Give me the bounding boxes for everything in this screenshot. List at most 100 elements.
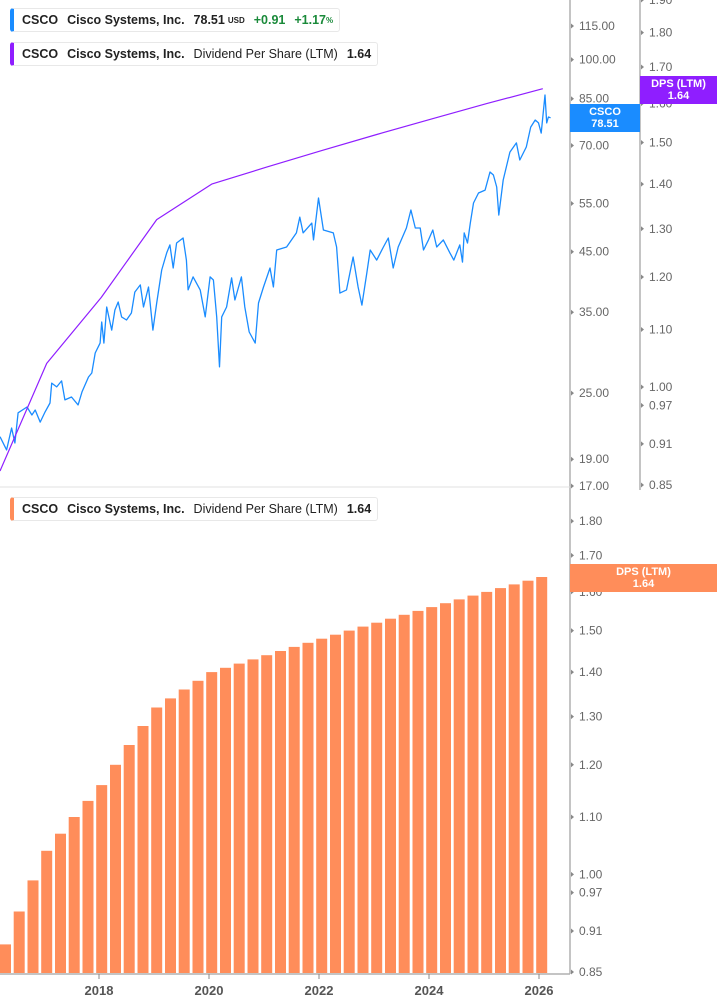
dps-bar — [247, 659, 259, 973]
price-axis-tick-mark — [571, 96, 574, 102]
price-axis-tick-mark — [571, 142, 574, 148]
dps-axis-tick-label: 0.97 — [649, 398, 673, 412]
dps-bar — [0, 944, 11, 973]
price-tag-label: CSCO — [589, 106, 621, 118]
price-tag-value: 78.51 — [591, 118, 619, 130]
dps-axis-tick-label: 1.70 — [649, 60, 673, 74]
dps-bar — [206, 672, 218, 973]
bottom-dps-axis-tick-mark — [571, 762, 574, 768]
legend-value: 1.64 — [346, 47, 372, 61]
dps-bar — [316, 638, 328, 973]
dps-bar — [192, 680, 204, 973]
bottom-dps-axis-tick-label: 1.40 — [579, 665, 603, 679]
price-axis-tick-mark — [571, 249, 574, 255]
legend-pct-sign: % — [326, 15, 334, 25]
dps-tag-value: 1.64 — [667, 90, 690, 102]
dps-axis-tick-label: 1.20 — [649, 270, 673, 284]
dps-axis-tick-mark — [641, 0, 644, 3]
dps-axis-tick-label: 0.91 — [649, 437, 673, 451]
dps-bar — [123, 745, 135, 973]
price-axis-tick-mark — [571, 390, 574, 396]
legend-dps-line[interactable]: CSCO Cisco Systems, Inc. Dividend Per Sh… — [10, 42, 379, 66]
dps-bar — [440, 603, 451, 973]
legend-change: +0.91 — [253, 13, 286, 27]
bottom-dps-axis-tick-mark — [571, 871, 574, 877]
legend-price-value: 78.51 — [193, 13, 225, 27]
price-axis-tick-label: 115.00 — [579, 19, 615, 33]
price-axis-tick-label: 19.00 — [579, 452, 609, 466]
bottom-dps-axis-tick-mark — [571, 518, 574, 524]
price-axis-tick-mark — [571, 23, 574, 29]
legend-ticker: CSCO — [22, 13, 59, 27]
dps-tag-value: 1.64 — [632, 578, 655, 590]
dps-axis-tick-label: 1.00 — [649, 380, 673, 394]
price-axis-tick-label: 45.00 — [579, 245, 609, 259]
dps-axis-tick-mark — [641, 30, 644, 36]
dps-line — [0, 88, 543, 472]
dps-bar — [110, 764, 121, 973]
dps-axis-tick-mark — [641, 181, 644, 187]
dps-bar — [453, 599, 465, 973]
dps-top-last-value-tag: DPS (LTM) 1.64 — [640, 76, 717, 104]
dps-axis-tick-label: 1.30 — [649, 222, 673, 236]
dps-axis-tick-label: 0.85 — [649, 478, 673, 492]
price-axis-tick-label: 35.00 — [579, 305, 609, 319]
dps-bar — [261, 655, 273, 973]
price-line — [0, 94, 551, 451]
legend-company: Cisco Systems, Inc. — [67, 502, 185, 516]
bottom-dps-axis-tick-label: 0.97 — [579, 886, 603, 900]
price-axis-tick-mark — [571, 57, 574, 63]
dps-axis-tick-label: 1.40 — [649, 177, 673, 191]
dps-axis-tick-mark — [641, 140, 644, 146]
dps-bar — [412, 610, 424, 973]
dps-bar — [27, 880, 39, 973]
legend-price[interactable]: CSCO Cisco Systems, Inc. 78.51 USD +0.91… — [10, 8, 341, 32]
bottom-dps-axis-tick-label: 1.80 — [579, 514, 603, 528]
dps-bar — [288, 646, 300, 973]
dps-bar — [41, 850, 53, 973]
dps-bottom-last-value-tag: DPS (LTM) 1.64 — [570, 564, 717, 592]
legend-value: 1.64 — [346, 502, 372, 516]
price-axis-tick-mark — [571, 200, 574, 206]
dps-bar — [398, 614, 410, 973]
legend-metric: Dividend Per Share (LTM) — [193, 47, 338, 61]
dps-bar — [233, 663, 245, 973]
bottom-dps-axis-tick-mark — [571, 969, 574, 975]
dps-bar — [467, 595, 479, 973]
price-axis-tick-mark — [571, 483, 574, 489]
legend-dps-bar[interactable]: CSCO Cisco Systems, Inc. Dividend Per Sh… — [10, 497, 379, 521]
dps-bar — [13, 911, 25, 973]
bottom-dps-axis-tick-mark — [571, 669, 574, 675]
legend-currency: USD — [227, 15, 245, 25]
dps-axis-tick-mark — [641, 482, 644, 488]
dps-bar — [275, 651, 286, 973]
price-axis-tick-mark — [571, 456, 574, 462]
dps-bar — [357, 626, 369, 973]
price-axis-tick-label: 17.00 — [579, 479, 609, 493]
dps-bar — [96, 785, 108, 973]
dps-axis-tick-label: 1.90 — [649, 0, 673, 7]
dps-bar — [137, 726, 149, 973]
dps-bar — [426, 607, 438, 973]
price-axis-tick-label: 70.00 — [579, 138, 609, 152]
dps-axis-tick-label: 1.10 — [649, 323, 673, 337]
x-tick-label: 2018 — [85, 983, 114, 998]
dps-bar — [385, 618, 396, 973]
x-tick-label: 2026 — [525, 983, 554, 998]
dps-bar — [343, 630, 355, 973]
dps-bar — [302, 642, 314, 973]
dps-bar — [481, 591, 493, 973]
dps-axis-tick-mark — [641, 226, 644, 232]
dps-axis-tick-mark — [641, 402, 644, 408]
bottom-dps-axis-tick-mark — [571, 552, 574, 558]
bottom-dps-axis-tick-label: 0.85 — [579, 965, 603, 979]
dps-bar — [495, 588, 506, 973]
bottom-dps-axis-tick-mark — [571, 714, 574, 720]
price-axis-tick-label: 100.00 — [579, 53, 616, 67]
dps-bar — [536, 577, 548, 973]
price-panel — [0, 88, 551, 472]
dps-axis-tick-mark — [641, 384, 644, 390]
price-axis-tick-mark — [571, 309, 574, 315]
x-tick-label: 2022 — [305, 983, 334, 998]
